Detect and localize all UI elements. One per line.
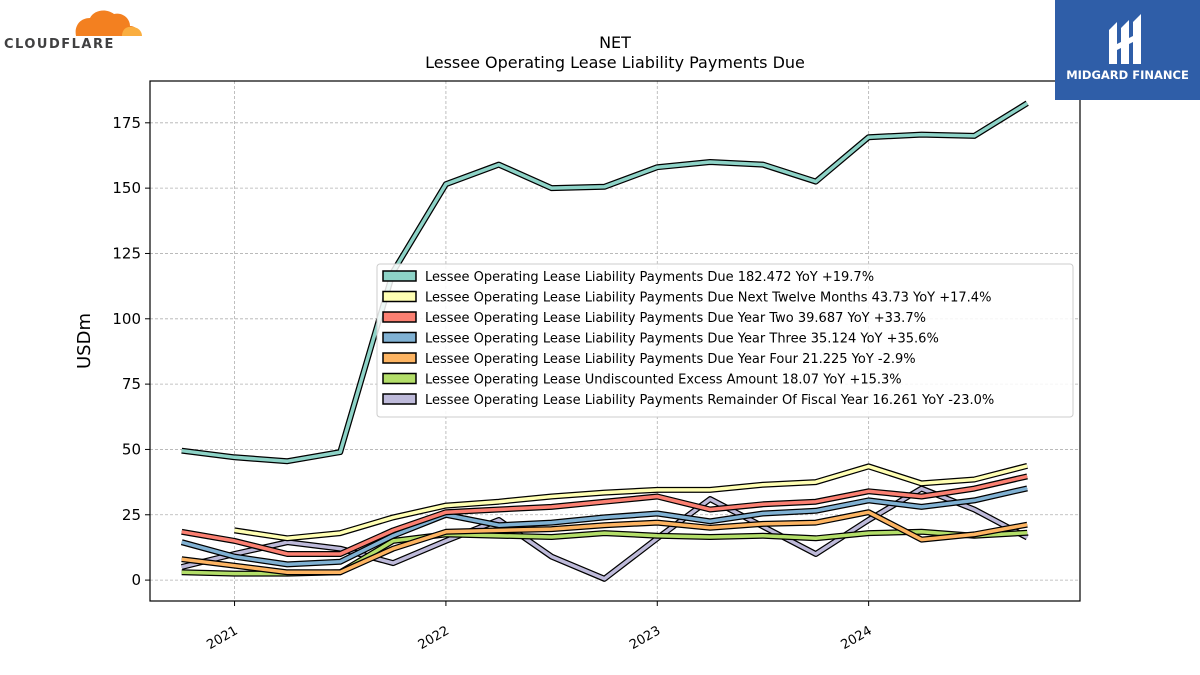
legend-entry: Lessee Operating Lease Liability Payment… [425,291,991,306]
series-2 [234,462,1028,542]
legend: Lessee Operating Lease Liability Payment… [376,263,1074,418]
midgard-wordmark: MIDGARD FINANCE [1066,68,1189,82]
y-tick-label: 100 [112,310,141,328]
cloudflare-logo: CLOUDFLARE [4,4,154,54]
legend-swatch [382,331,417,344]
legend-entry: Lessee Operating Lease Liability Payment… [425,311,926,326]
y-axis-label: USDm [74,313,95,369]
legend-entry: Lessee Operating Lease Liability Payment… [425,332,939,347]
series-line [181,486,1028,567]
series-4 [180,485,1028,568]
y-tick-label: 25 [122,506,141,524]
series-line [181,101,1029,463]
series-lines [180,100,1029,582]
legend-swatch [382,352,417,364]
cloudflare-wordmark: CLOUDFLARE [4,37,115,52]
series-1 [181,100,1029,465]
series-line [181,474,1028,556]
legend-entry: Lessee Operating Lease Liability Payment… [425,270,874,285]
y-tick-label: 75 [122,375,141,393]
legend-swatch [382,311,417,323]
series-3 [181,473,1028,557]
legend-entry: Lessee Operating Lease Liability Payment… [425,393,994,408]
midgard-mark-icon [1109,14,1141,64]
legend-box [376,263,1074,418]
legend-entry: Lessee Operating Lease Liability Payment… [425,352,916,367]
series-line [181,510,1028,575]
legend-swatch [382,270,417,282]
cloud-icon [75,10,142,36]
chart-title: NET [599,33,631,52]
y-tick-label: 0 [131,571,141,589]
x-tick-label: 2022 [416,623,452,653]
legend-swatch [382,393,417,405]
series-line [234,464,1028,541]
y-tick-label: 50 [122,440,141,458]
y-tick-label: 125 [112,244,141,262]
midgard-finance-logo: MIDGARD FINANCE [1055,0,1200,100]
legend-entry: Lessee Operating Lease Undiscounted Exce… [425,373,902,388]
y-tick-label: 150 [112,179,141,197]
x-tick-label: 2021 [204,623,240,653]
x-tick-label: 2024 [838,623,874,653]
series-5 [181,509,1028,576]
series-line [181,486,1029,581]
legend-swatch [382,290,417,303]
y-tick-label: 175 [112,114,141,132]
plot-frame [149,80,1081,602]
legend-swatch [382,372,417,385]
x-tick-label: 2023 [627,623,663,653]
series-7 [180,485,1029,582]
chart-subtitle: Lessee Operating Lease Liability Payment… [425,53,805,72]
